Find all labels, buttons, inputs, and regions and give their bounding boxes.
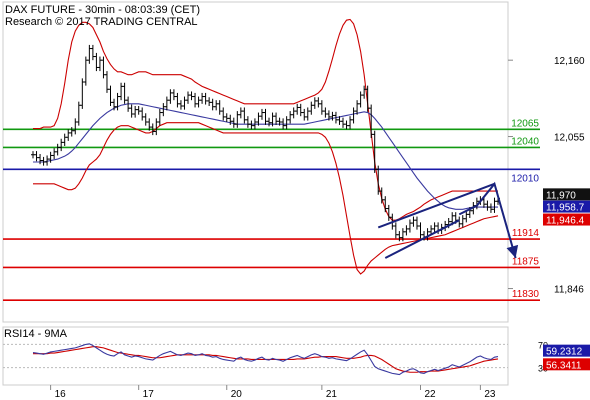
price-tag-box — [543, 200, 590, 213]
projection-arrow-head — [506, 244, 519, 258]
rsi-tag-label: 59.2312 — [546, 347, 583, 358]
x-tick-label: 21 — [326, 389, 338, 400]
channel-upper-line — [377, 182, 495, 229]
channel-lower-line — [384, 219, 460, 259]
rsi-line — [32, 343, 499, 376]
bollinger-upper-band — [33, 18, 498, 221]
level-label-11875: 11875 — [512, 256, 540, 267]
chart-title: DAX FUTURE - 30min - 08:03:39 (CET) — [5, 4, 200, 16]
level-label-12065: 12065 — [511, 118, 539, 129]
x-tick-label: 17 — [143, 389, 155, 400]
grid — [2, 1, 509, 386]
level-label-12010: 12010 — [511, 173, 539, 184]
price-tag-label: 11,946.4 — [546, 216, 585, 227]
trend-channel — [377, 181, 519, 259]
price-tick-label: 11,846 — [554, 285, 584, 296]
price-plot-frame — [2, 1, 509, 323]
level-label-11830: 11830 — [512, 289, 540, 300]
price-tag-box — [543, 188, 590, 201]
rsi-title: RSI14 - 9MA — [4, 328, 68, 340]
projection-arrow-line — [458, 181, 517, 259]
price-tag-label: 11,970 — [546, 190, 576, 201]
rsi-tag-label: 56.3411 — [546, 360, 582, 371]
price-tags: 11,970 11,958.7 11,946.4 — [543, 188, 590, 227]
x-tick-label: 20 — [231, 389, 243, 400]
axes: 12,160 12,055 11,846 16 17 20 21 22 23 — [50, 56, 585, 400]
price-tick-label: 12,160 — [554, 56, 585, 67]
price-bars — [31, 44, 500, 242]
level-label-12040: 12040 — [511, 136, 539, 147]
chart-copyright: Research © 2017 TRADING CENTRAL — [5, 16, 198, 28]
price-tick-label: 12,055 — [554, 133, 585, 144]
price-tag-label: 11,958.7 — [546, 203, 585, 214]
x-tick-label: 22 — [425, 389, 437, 400]
x-tick-label: 16 — [55, 389, 67, 400]
rsi-tag-box — [543, 344, 590, 357]
price-tag-box — [543, 213, 590, 226]
level-label-11914: 11914 — [512, 228, 540, 239]
price-levels: 12065 12040 12010 11914 11875 11830 — [3, 118, 540, 301]
x-tick-label: 23 — [484, 389, 496, 400]
rsi-plot-frame — [2, 326, 509, 386]
rsi-tag-box — [543, 358, 590, 371]
